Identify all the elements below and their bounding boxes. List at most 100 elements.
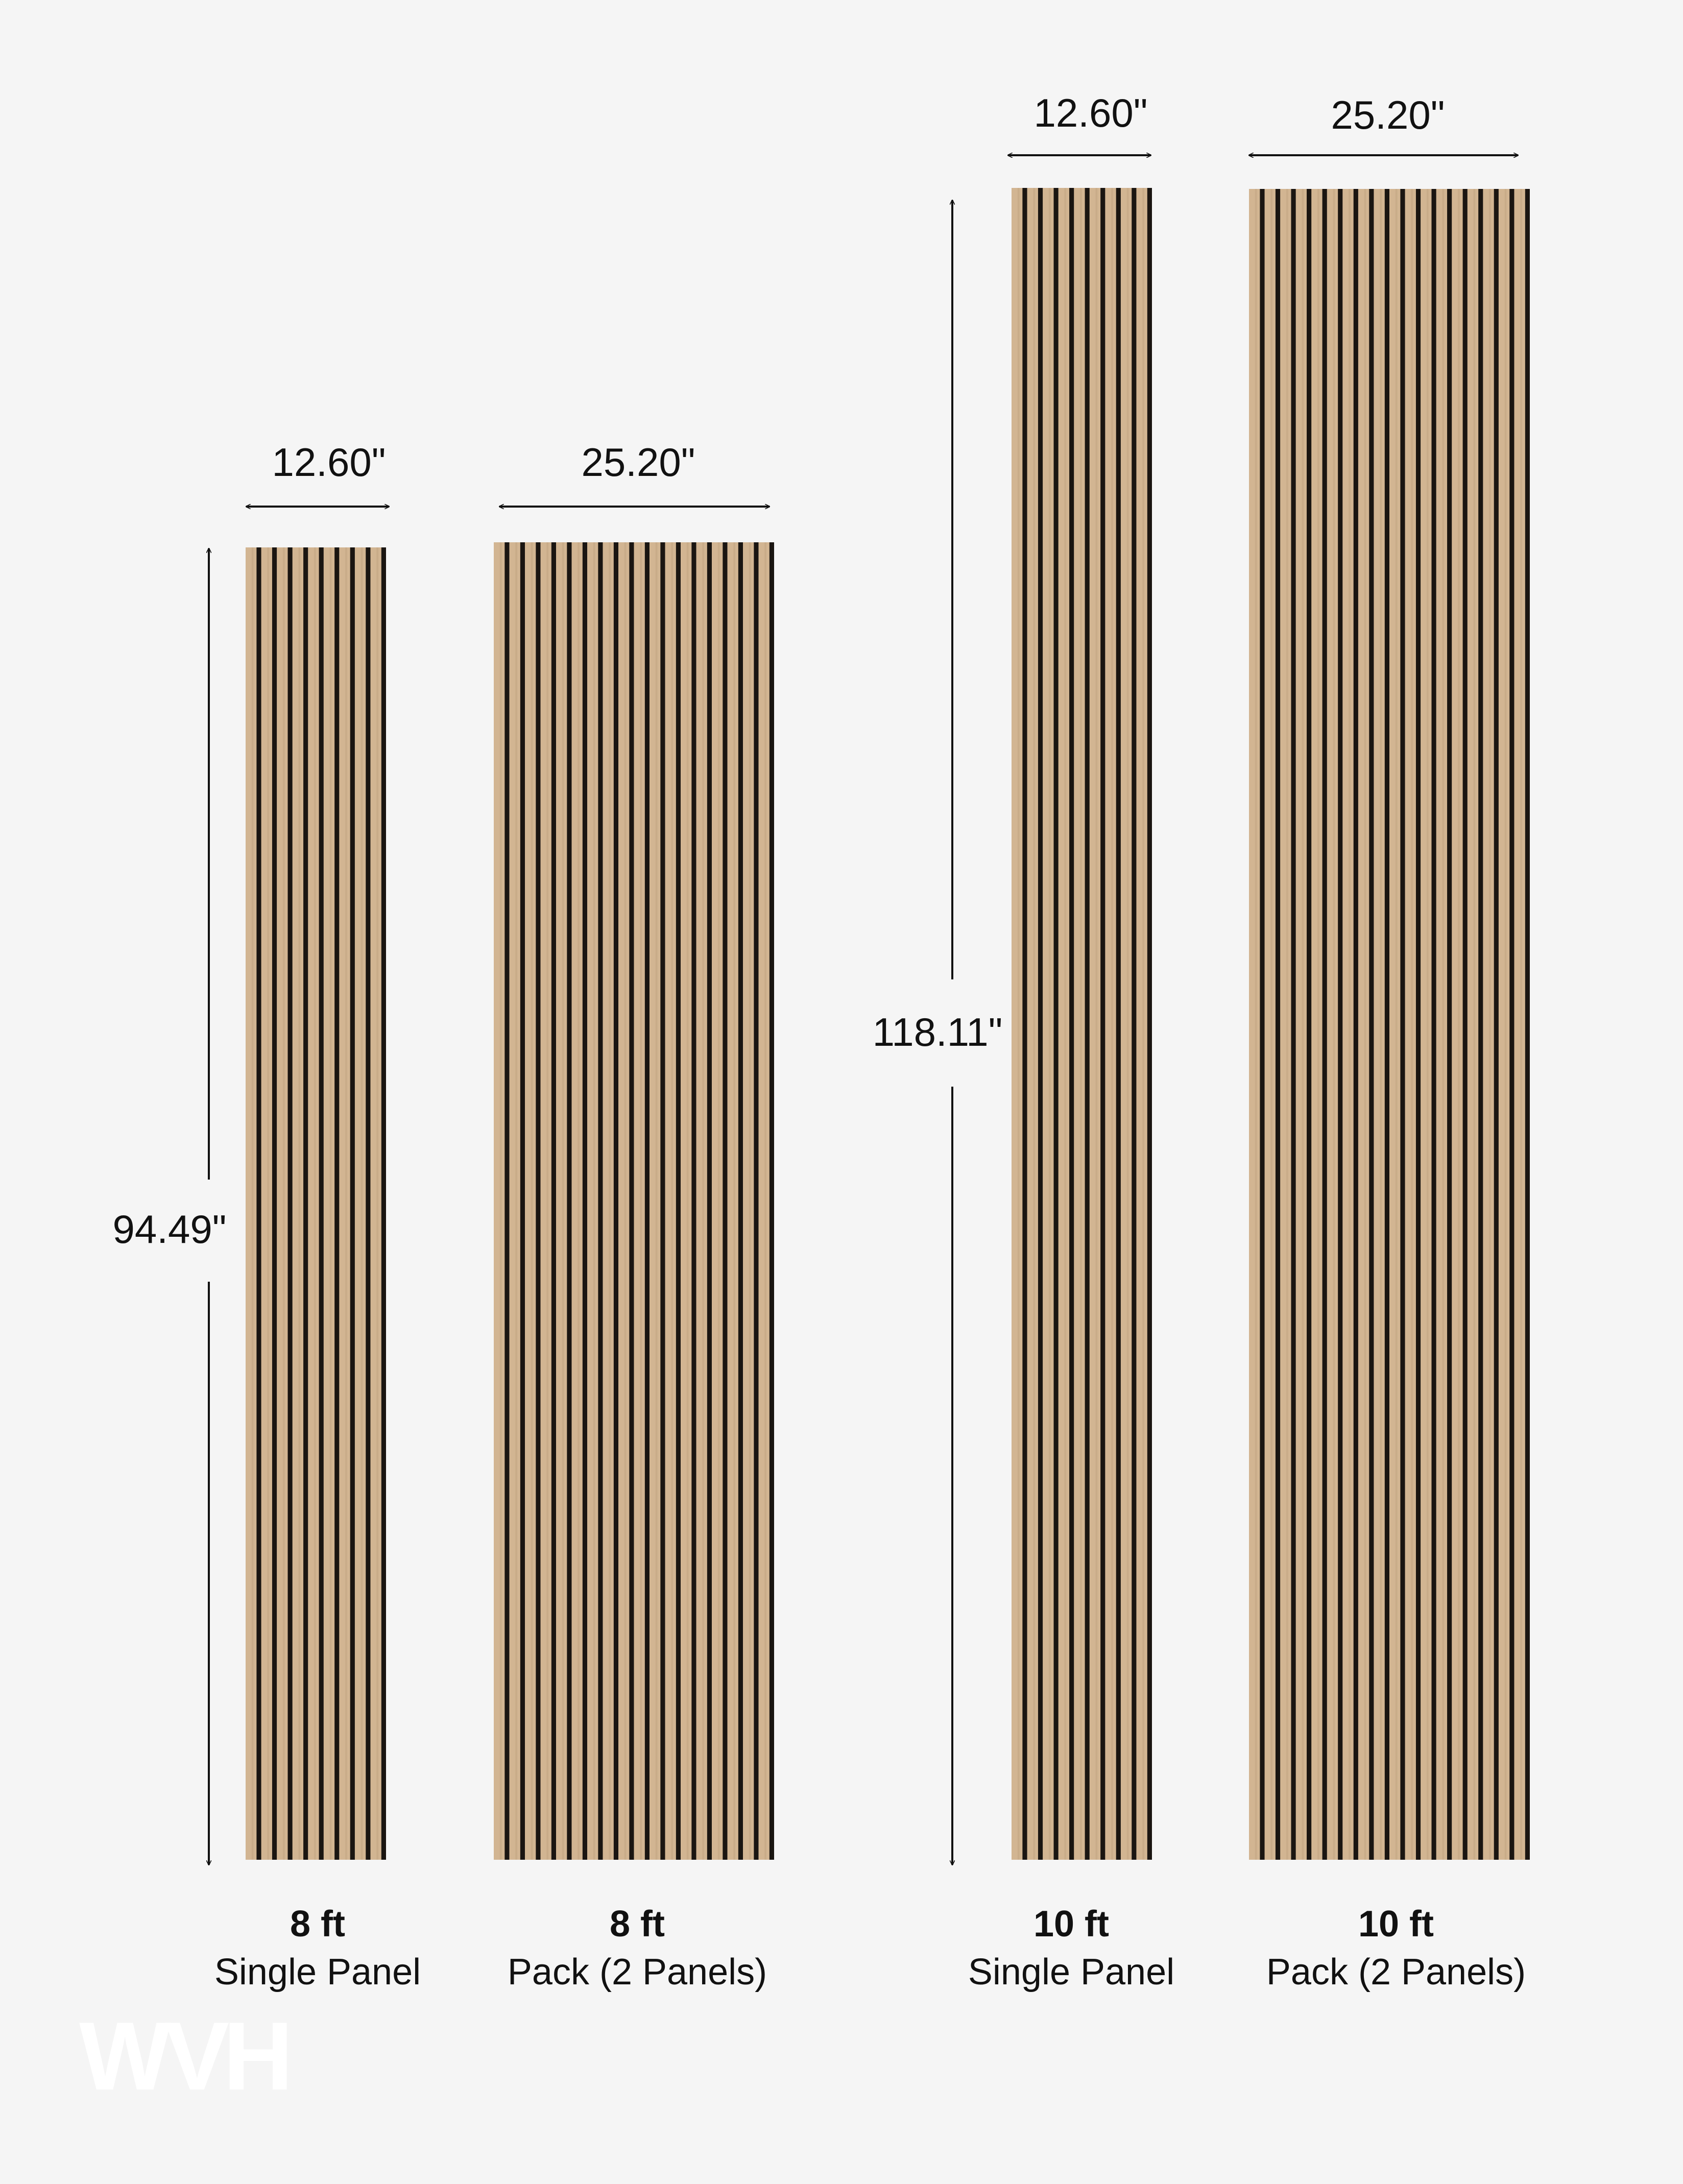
- wood-slat: [1043, 188, 1054, 1860]
- panel-10ft-pack: [1249, 189, 1530, 1860]
- wood-slat: [1074, 188, 1085, 1860]
- wood-grain: [609, 542, 611, 1860]
- wood-grain: [1111, 188, 1113, 1860]
- wood-slat: [1467, 189, 1479, 1860]
- wood-slat: [292, 547, 304, 1860]
- wood-slat: [370, 547, 381, 1860]
- wood-grain: [1317, 189, 1319, 1860]
- wood-slat: [1027, 188, 1038, 1860]
- wood-slat: [1436, 189, 1448, 1860]
- wood-slat: [1374, 189, 1385, 1860]
- wood-grain: [1286, 189, 1288, 1860]
- wood-grain: [764, 542, 767, 1860]
- wood-slat: [556, 542, 567, 1860]
- wood-slat: [1120, 188, 1132, 1860]
- wood-grain: [1095, 188, 1098, 1860]
- caption-size: 10 ft: [1033, 1904, 1110, 1945]
- wood-grain: [1457, 189, 1460, 1860]
- panel-8ft-single: [246, 547, 386, 1860]
- wood-grain: [562, 542, 564, 1860]
- wood-slat: [1311, 189, 1323, 1860]
- wood-grain: [1302, 189, 1304, 1860]
- wood-grain: [578, 542, 580, 1860]
- caption-10ft-pack: 10 ft Pack (2 Panels): [1202, 1906, 1590, 1990]
- wood-grain: [314, 547, 316, 1860]
- wood-slat: [1105, 188, 1116, 1860]
- wood-grain: [1411, 189, 1413, 1860]
- wood-slat: [509, 542, 520, 1860]
- wood-slat: [1342, 189, 1354, 1860]
- wood-grain: [671, 542, 674, 1860]
- wood-slat: [1249, 189, 1260, 1860]
- caption-size: 10 ft: [1358, 1904, 1434, 1945]
- wood-grain: [329, 547, 332, 1860]
- caption-8ft-pack: 8 ft Pack (2 Panels): [443, 1906, 831, 1990]
- wood-slat: [758, 542, 770, 1860]
- caption-type: Single Panel: [214, 1952, 421, 1993]
- wood-slat: [308, 547, 319, 1860]
- wood-slat: [323, 547, 335, 1860]
- wood-slat: [1264, 189, 1276, 1860]
- width-label-8ft-single: 12.60": [272, 440, 386, 485]
- wood-grain: [1442, 189, 1445, 1860]
- wood-grain: [1395, 189, 1398, 1860]
- wood-grain: [1473, 189, 1476, 1860]
- wood-slat: [1058, 188, 1070, 1860]
- wood-grain: [1349, 189, 1351, 1860]
- wood-grain: [1333, 189, 1335, 1860]
- wood-grain: [749, 542, 751, 1860]
- wood-slat: [1483, 189, 1494, 1860]
- wood-slat: [1327, 189, 1338, 1860]
- wood-slat: [743, 542, 754, 1860]
- wood-slat: [571, 542, 583, 1860]
- width-label-10ft-single: 12.60": [1034, 90, 1148, 135]
- wood-grain: [1380, 189, 1382, 1860]
- wood-slat: [650, 542, 661, 1860]
- wood-grain: [733, 542, 736, 1860]
- wood-grain: [640, 542, 642, 1860]
- wood-grain: [593, 542, 595, 1860]
- wood-grain: [1504, 189, 1507, 1860]
- wood-grain: [1364, 189, 1366, 1860]
- wood-grain: [717, 542, 720, 1860]
- wood-slat: [1405, 189, 1416, 1860]
- wood-slat: [618, 542, 630, 1860]
- wood-grain: [546, 542, 549, 1860]
- wood-grain: [1079, 188, 1082, 1860]
- wood-grain: [345, 547, 347, 1860]
- wood-grain: [1048, 188, 1051, 1860]
- wood-grain: [1064, 188, 1067, 1860]
- wood-grain: [655, 542, 658, 1860]
- wood-grain: [1033, 188, 1036, 1860]
- wood-grain: [1520, 189, 1523, 1860]
- wood-grain: [515, 542, 518, 1860]
- wood-slat: [603, 542, 614, 1860]
- wood-slat: [681, 542, 692, 1860]
- wood-grain: [1270, 189, 1273, 1860]
- wood-grain: [267, 547, 270, 1860]
- svg-text:WVH: WVH: [79, 2002, 287, 2110]
- wood-slat: [634, 542, 645, 1860]
- caption-size: 8 ft: [290, 1904, 345, 1945]
- wood-slat: [1358, 189, 1369, 1860]
- height-label-10ft: 118.11": [873, 1010, 1003, 1054]
- wood-slat: [494, 542, 505, 1860]
- wood-grain: [1255, 189, 1257, 1860]
- caption-10ft-single: 10 ft Single Panel: [877, 1906, 1265, 1990]
- wood-slat: [1421, 189, 1432, 1860]
- wood-slat: [1514, 189, 1525, 1860]
- wood-grain: [360, 547, 363, 1860]
- wood-slat: [1498, 189, 1510, 1860]
- panel-8ft-pack: [494, 542, 774, 1860]
- wood-grain: [251, 547, 254, 1860]
- height-label-8ft: 94.49": [113, 1207, 227, 1252]
- wood-slat: [1389, 189, 1401, 1860]
- wood-grain: [702, 542, 705, 1860]
- wood-slat: [339, 547, 350, 1860]
- wood-grain: [1017, 188, 1020, 1860]
- width-label-8ft-pack: 25.20": [582, 440, 695, 485]
- wood-slat: [712, 542, 723, 1860]
- wood-slat: [1012, 188, 1023, 1860]
- wood-slat: [1280, 189, 1291, 1860]
